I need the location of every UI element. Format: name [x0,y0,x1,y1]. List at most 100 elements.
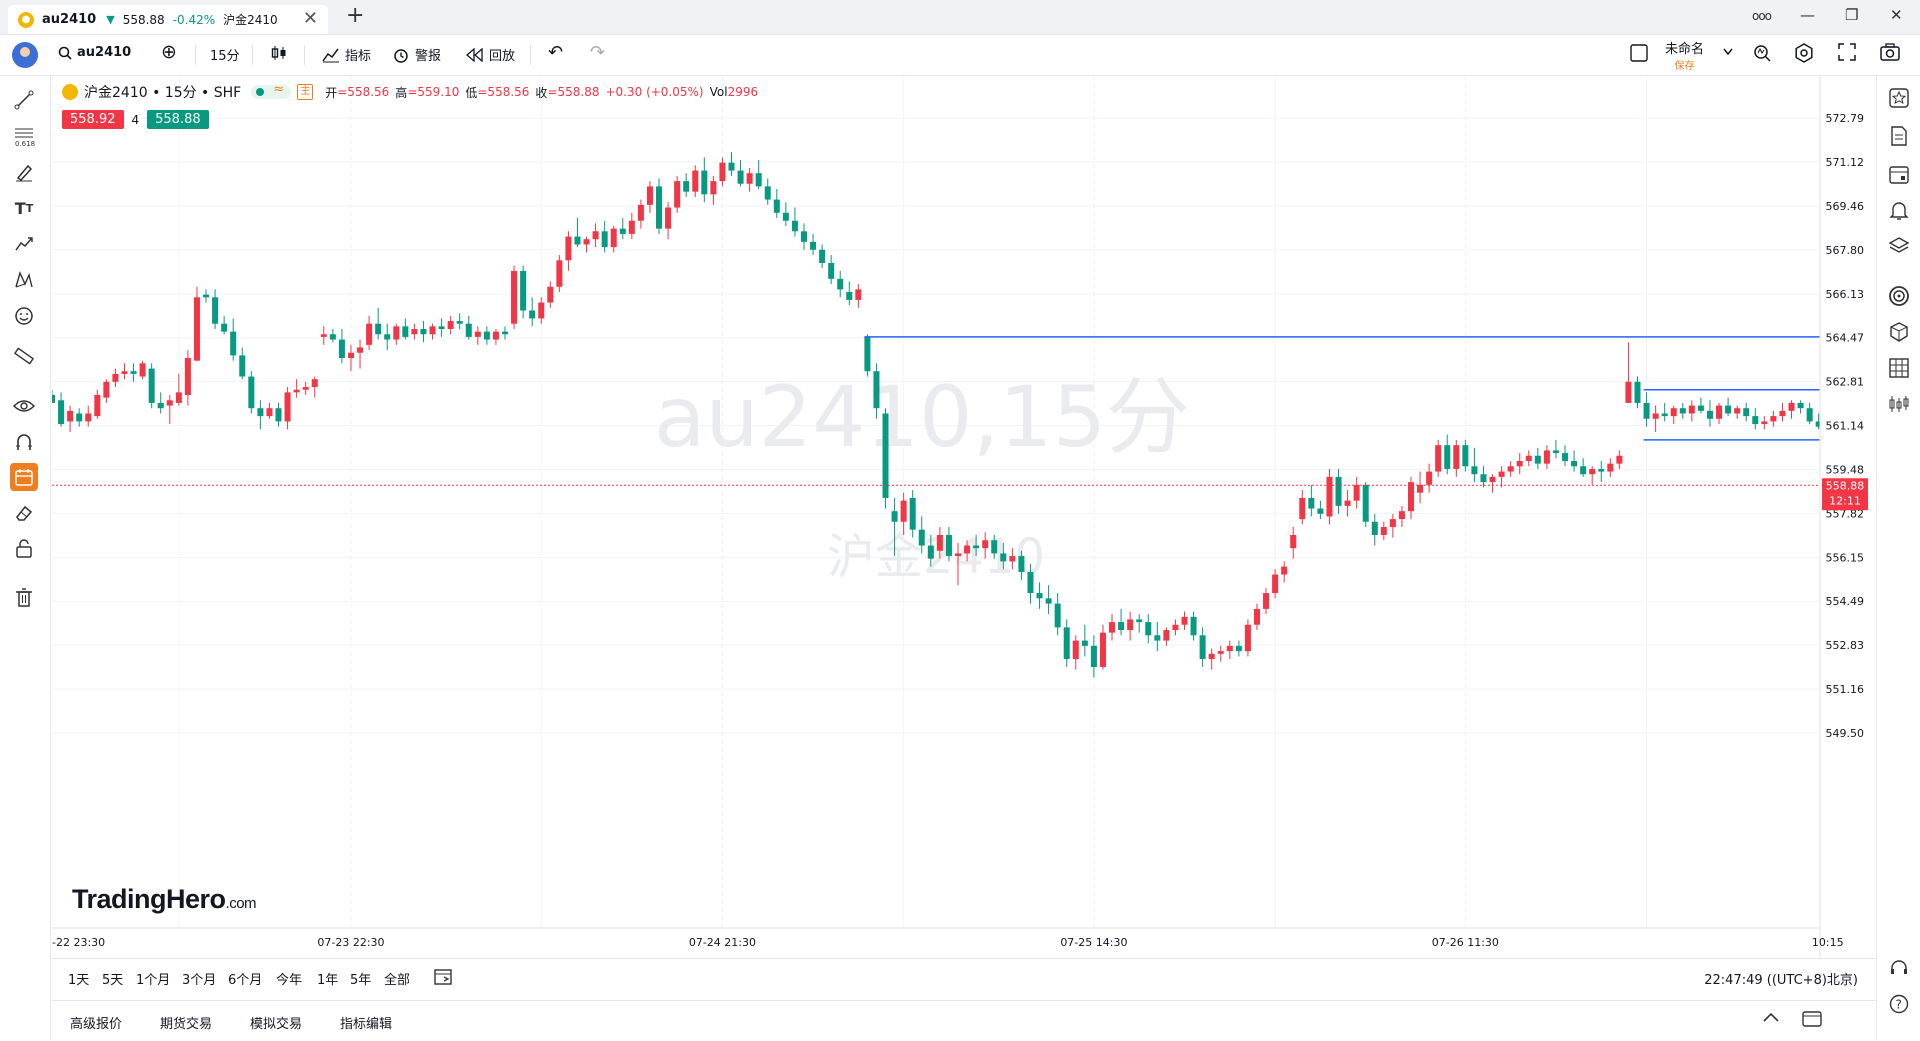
candle-down [76,413,83,422]
indicators-button[interactable]: 指标 [322,45,371,64]
layout-checkbox-icon[interactable] [1630,44,1648,62]
candle-down [1036,593,1043,599]
market-status-icon[interactable] [251,82,292,99]
minimize-icon[interactable]: — [1800,6,1815,24]
go-to-date-icon[interactable] [434,967,454,989]
candle-down [1797,402,1804,409]
price-chart[interactable]: au2410,15分 沪金2410 572.79 571.12 569.46 567.… [52,76,1876,958]
candle-up [1281,566,1288,575]
range-1d[interactable]: 1天 [68,973,90,988]
candle-down [221,323,228,332]
candle-up [719,162,726,182]
camera-icon[interactable] [1880,43,1900,61]
candle-up [592,231,599,240]
candles-icon [271,46,286,60]
price-axis[interactable]: 572.79 571.12 569.46 567.80 566.13 564.47 562.… [1826,112,1865,740]
eye-icon[interactable] [10,392,38,420]
range-3m[interactable]: 3个月 [182,973,217,988]
grid-table-icon[interactable] [1885,354,1913,382]
clock-timezone[interactable]: 22:47:49 ((UTC+8)北京) [1704,973,1858,988]
candle-up [67,410,74,422]
help-question-icon[interactable]: ? [1885,990,1913,1018]
range-1m[interactable]: 1个月 [136,973,171,988]
range-6m[interactable]: 6个月 [228,973,263,988]
news-doc-icon[interactable] [1885,122,1913,150]
redo-icon[interactable]: ↷ [590,42,606,63]
new-tab-button[interactable]: + [346,3,365,28]
candle-up [1208,653,1215,660]
legend-title[interactable]: 沪金2410 • 15分 • SHF [84,85,242,101]
chevron-up-icon[interactable] [1762,1011,1780,1027]
more-icon[interactable]: ooo [1752,9,1772,23]
candle-up [1652,413,1659,419]
xabcd-pattern-icon[interactable] [10,266,38,294]
cube-icon[interactable] [1885,318,1913,346]
avatar[interactable] [12,42,38,68]
tab-futures-trading[interactable]: 期货交易 [160,1017,213,1032]
price-axis-bg [1820,76,1876,958]
range-5y[interactable]: 5年 [350,973,372,988]
tab-indicator-editor[interactable]: 指标编辑 [340,1017,393,1032]
last-price-label: 558.88 12:11 [1822,478,1868,511]
candle-down [1000,553,1007,562]
symbol-search[interactable]: au2410 [58,45,131,60]
lock-icon[interactable] [10,534,38,562]
interval-button[interactable]: 15分 [210,49,240,64]
candle-up [982,540,989,549]
add-compare-icon[interactable]: ⊕ [161,41,177,63]
close-tab-icon[interactable]: ✕ [302,8,318,29]
candle-down [828,262,835,279]
quick-search-icon[interactable] [1752,43,1772,63]
trendline-tool-icon[interactable] [10,86,38,114]
watermark-symbol: au2410,15分 [654,368,1190,466]
target-icon[interactable] [1885,282,1913,310]
candle-up [936,534,943,551]
headset-support-icon[interactable] [1885,954,1913,982]
candle-up [1435,445,1442,472]
magnet-icon[interactable] [10,428,38,456]
candle-down [1136,619,1143,623]
fibonacci-tool-icon[interactable]: 0.618 [10,122,38,150]
sell-price-button[interactable]: 558.92 [62,110,124,129]
candle-down [420,328,427,335]
tab-advanced-quotes[interactable]: 高级报价 [70,1017,123,1032]
candle-down [248,376,255,409]
layers-icon[interactable] [1885,232,1913,260]
candle-up [1770,416,1777,422]
range-1y[interactable]: 1年 [317,973,339,988]
ruler-tool-icon[interactable] [10,342,38,370]
depth-chart-icon[interactable] [1885,390,1913,418]
candle-up [393,326,400,340]
range-5d[interactable]: 5天 [102,973,124,988]
brush-tool-icon[interactable] [10,158,38,186]
time-axis[interactable]: -22 23:30 07-23 22:30 07-24 21:30 07-25 14:… [52,936,1844,949]
undo-icon[interactable]: ↶ [548,42,564,63]
alerts-button[interactable]: 警报 [392,45,441,64]
buy-price-button[interactable]: 558.88 [147,110,209,129]
bell-icon[interactable] [1885,196,1913,224]
fullscreen-icon[interactable] [1838,43,1856,61]
chevron-down-icon[interactable] [1722,47,1734,57]
trash-icon[interactable] [10,584,38,612]
candle-down [773,199,780,213]
window-close-icon[interactable]: ✕ [1890,6,1903,24]
calendar-tool-icon[interactable] [10,463,38,491]
watchlist-star-icon[interactable] [1885,84,1913,112]
tab-paper-trading[interactable]: 模拟交易 [250,1017,303,1032]
symbol-tab[interactable]: ● au2410 ▼ 558.88 -0.42% 沪金2410 ✕ [8,5,328,34]
maximize-panel-icon[interactable] [1802,1011,1822,1031]
candle-up [193,297,200,361]
pattern-tool-icon[interactable] [10,230,38,258]
eraser-icon[interactable] [10,499,38,527]
chart-type-button[interactable] [270,45,288,61]
restore-icon[interactable]: ❐ [1845,6,1859,24]
range-all[interactable]: 全部 [384,973,411,988]
calendar-icon[interactable] [1885,160,1913,188]
layout-name[interactable]: 未命名 保存 [1665,38,1704,72]
range-ytd[interactable]: 今年 [276,973,303,988]
high-value: =559.10 [407,85,460,99]
settings-gear-icon[interactable] [1794,43,1814,63]
emoji-tool-icon[interactable] [10,302,38,330]
replay-button[interactable]: 回放 [466,45,515,64]
